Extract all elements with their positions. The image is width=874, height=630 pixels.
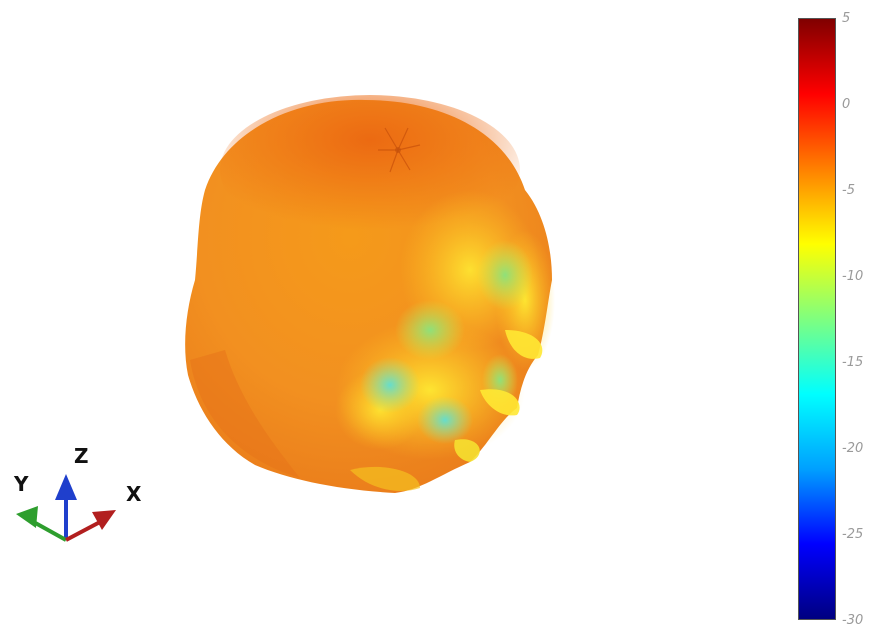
y-arrow-head: [16, 506, 38, 528]
colorbar-tick-label: -10: [842, 269, 864, 284]
colorbar-tick-label: 5: [842, 11, 851, 26]
colorbar-tick-label: -20: [842, 441, 864, 456]
colorbar-tick-label: 0: [842, 97, 851, 112]
colorbar-tick-label: -15: [842, 355, 864, 370]
x-axis-label: X: [126, 482, 142, 506]
colorbar-tick-label: -5: [842, 183, 855, 198]
colorbar-tick-label: -25: [842, 527, 864, 542]
z-axis-label: Z: [74, 444, 89, 468]
x-arrow-head: [92, 510, 116, 530]
triad-arrows: [16, 474, 116, 542]
colorbar-tick-label: -30: [842, 613, 864, 628]
z-arrow-head: [55, 474, 77, 500]
color-scale-bar: [798, 18, 836, 620]
y-axis-label: Y: [14, 472, 29, 496]
